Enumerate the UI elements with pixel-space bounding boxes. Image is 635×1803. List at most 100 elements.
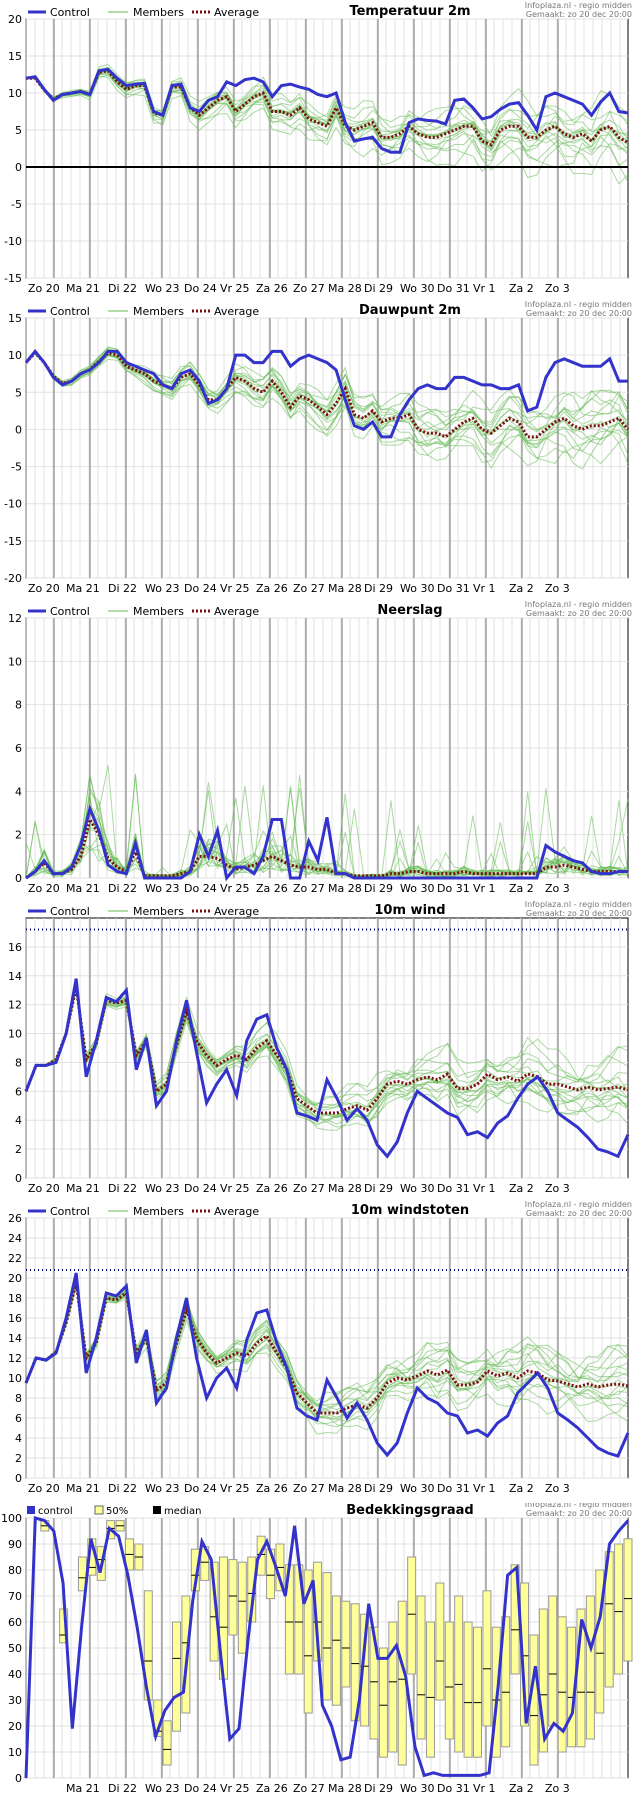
y-tick-label: 4 [15,1432,22,1445]
y-tick-label: 4 [15,1114,22,1127]
x-tick-label: Di 29 [364,882,393,895]
x-tick-label: Wo 30 [400,582,434,595]
y-tick-label: 8 [15,699,22,712]
box-50pct [623,1538,633,1662]
x-tick-label: Di 29 [364,1482,393,1495]
x-tick-label: Do 31 [437,1782,470,1795]
x-tick-label: Do 24 [184,882,217,895]
legend-control-swatch [27,1506,35,1514]
y-tick-label: 15 [8,50,22,63]
source-label: Infoplaza.nl - regio midden [525,1200,632,1209]
y-tick-label: 24 [8,1232,22,1245]
box-50pct [614,1543,624,1675]
x-tick-label: Zo 20 [28,1182,60,1195]
box-50pct [209,1561,219,1662]
member-line [25,72,629,183]
x-tick-label: Wo 23 [145,582,179,595]
legend-average-label: Average [214,1205,259,1218]
y-tick-label: 6 [15,742,22,755]
y-tick-label: 50 [8,1642,22,1655]
x-tick-label: Za 2 [509,282,534,295]
y-tick-label: -15 [4,535,22,548]
x-tick-label: Za 26 [256,282,288,295]
legend-average-label: Average [214,905,259,918]
x-tick-label: Do 24 [184,1182,217,1195]
legend-control-label: Control [50,1205,90,1218]
y-tick-label: 8 [15,1056,22,1069]
legend-control-label: Control [50,6,90,19]
box-50pct [557,1616,567,1753]
y-tick-label: 5 [15,124,22,137]
y-tick-label: 0 [15,1772,22,1785]
chart-0: -15 -10 -5 0 5 10 15 20 Control Members Average Tem… [4,1,632,295]
y-tick-label: 18 [8,1292,22,1305]
x-tick-label: Do 31 [437,1182,470,1195]
y-tick-label: -5 [11,198,22,211]
legend-control-label: Control [50,605,90,618]
x-tick-label: Zo 27 [293,1182,325,1195]
legend-control-label: Control [50,905,90,918]
y-tick-label: 16 [8,1312,22,1325]
x-tick-label: Ma 21 [66,282,100,295]
x-tick-label: Za 2 [509,1182,534,1195]
x-tick-label: Wo 30 [400,1482,434,1495]
x-tick-label: Zo 27 [293,582,325,595]
x-tick-label: Zo 3 [545,282,570,295]
average-line [26,69,629,147]
x-tick-label: Wo 30 [400,1182,434,1195]
made-label: Gemaakt: zo 20 dec 20:00 [526,909,632,918]
x-tick-label: Di 22 [108,1182,137,1195]
y-tick-label: 90 [8,1538,22,1551]
y-tick-label: 2 [15,1143,22,1156]
chart-2: 0 2 4 6 8 10 12 Control Members Average Neerslag In… [8,600,632,895]
x-tick-label: Wo 30 [400,1782,434,1795]
member-line [25,352,629,449]
x-tick-label: Ma 28 [328,1182,362,1195]
y-tick-label: 10 [8,655,22,668]
y-tick-label: 22 [8,1252,22,1265]
box-50pct [162,1720,172,1766]
y-tick-label: 10 [8,1746,22,1759]
y-tick-label: 10 [8,1028,22,1041]
y-tick-label: -15 [4,272,22,285]
legend-members-label: Members [133,905,184,918]
chart-title: Dauwpunt 2m [359,303,461,318]
y-tick-label: -10 [4,235,22,248]
y-tick-label: 5 [15,386,22,399]
x-tick-label: Do 24 [184,1482,217,1495]
x-tick-label: Zo 20 [28,882,60,895]
x-tick-label: Vr 25 [220,282,250,295]
y-tick-label: 12 [8,1352,22,1365]
x-tick-label: Do 24 [184,282,217,295]
x-tick-label: Do 31 [437,882,470,895]
x-tick-label: Vr 1 [473,282,496,295]
y-tick-label: 16 [8,941,22,954]
x-tick-label: Zo 20 [28,282,60,295]
x-tick-label: Di 22 [108,882,137,895]
legend-box-label: 50% [106,1506,128,1517]
x-tick-label: Wo 23 [145,1182,179,1195]
y-tick-label: 0 [15,423,22,436]
x-tick-label: Zo 3 [545,1182,570,1195]
legend-box-swatch [94,1505,104,1515]
x-tick-label: Do 31 [437,582,470,595]
box-50pct [322,1572,332,1701]
legend-members-label: Members [133,6,184,19]
chart-title: 10m windstoten [351,1203,469,1218]
x-tick-label: Ma 28 [328,1482,362,1495]
box-50pct [341,1600,351,1688]
x-tick-label: Vr 25 [220,1782,250,1795]
x-tick-label: Zo 3 [545,882,570,895]
y-tick-label: 2 [15,1452,22,1465]
y-tick-label: 10 [8,349,22,362]
x-tick-label: Zo 20 [28,582,60,595]
x-tick-label: Vr 1 [473,582,496,595]
legend-median-label: median [164,1506,202,1517]
x-tick-label: Vr 1 [473,1782,496,1795]
chart-title: Bedekkingsgraad [346,1503,473,1518]
y-tick-label: 6 [15,1085,22,1098]
box-50pct [331,1595,341,1706]
box-50pct [454,1595,464,1753]
x-tick-label: Zo 27 [293,1782,325,1795]
made-label: Gemaakt: zo 20 dec 20:00 [526,309,632,318]
